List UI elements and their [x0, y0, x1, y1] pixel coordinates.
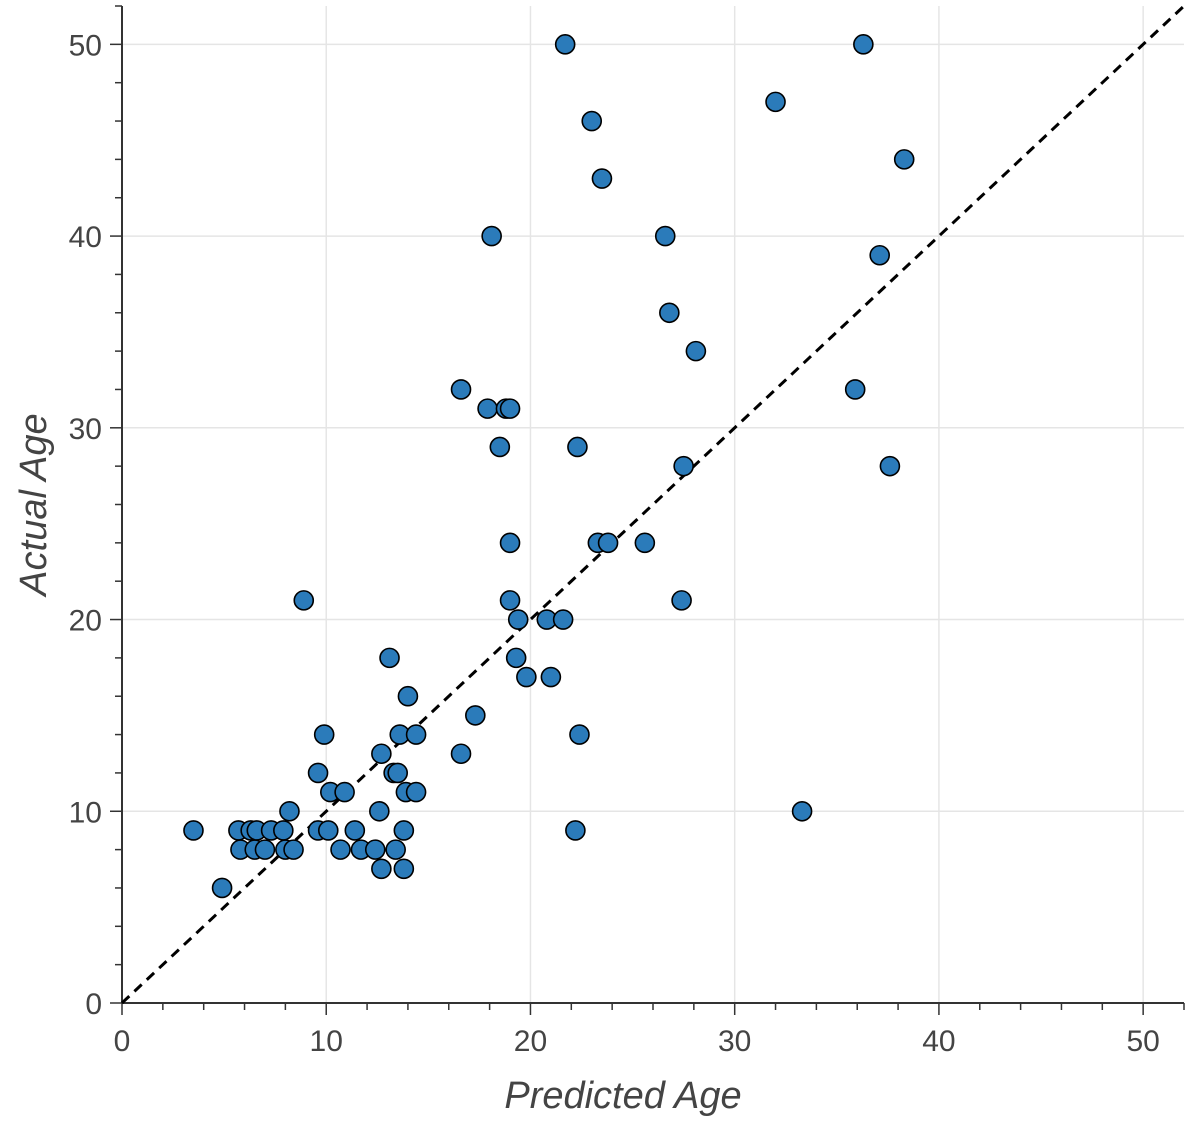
- data-point: [567, 436, 588, 458]
- x-tick-label: 50: [1126, 1025, 1159, 1058]
- data-point: [334, 781, 355, 803]
- data-point: [371, 743, 392, 765]
- data-point: [183, 820, 204, 841]
- data-point: [591, 168, 613, 189]
- data-point: [659, 302, 680, 324]
- y-tick-label: 40: [69, 221, 102, 254]
- data-point: [673, 455, 694, 477]
- data-point: [477, 398, 498, 419]
- data-point: [879, 455, 901, 477]
- data-point: [330, 839, 351, 860]
- data-point: [364, 839, 386, 860]
- reference-line: [120, 4, 1186, 1005]
- y-tick-label: 10: [69, 796, 102, 829]
- x-tick-label: 30: [718, 1025, 751, 1058]
- data-point: [371, 858, 392, 880]
- data-point: [685, 340, 707, 362]
- x-tick-label: 20: [514, 1025, 547, 1058]
- y-axis-title: Actual Age: [13, 413, 55, 597]
- data-point: [597, 532, 619, 554]
- data-point: [293, 590, 315, 611]
- data-point: [554, 34, 576, 55]
- data-point: [634, 532, 656, 554]
- data-point: [516, 666, 537, 688]
- data-point: [450, 743, 472, 765]
- data-point: [211, 877, 233, 899]
- tick-labels: 0 10 20 30 40 50 0 10 20 30 40 50: [69, 29, 1160, 1058]
- data-point: [507, 609, 529, 630]
- data-point: [307, 762, 329, 784]
- y-tick-label: 50: [69, 29, 102, 62]
- data-point: [379, 647, 400, 669]
- x-tick-label: 0: [114, 1025, 131, 1058]
- data-point: [869, 244, 890, 266]
- gridlines: [121, 6, 1184, 1004]
- y-tick-label: 20: [69, 605, 102, 638]
- x-tick-label: 10: [310, 1025, 343, 1058]
- data-point: [273, 820, 294, 841]
- data-point: [499, 398, 521, 419]
- data-point: [405, 781, 427, 803]
- y-tick-label: 0: [85, 988, 102, 1021]
- data-point: [853, 34, 874, 55]
- data-point: [385, 839, 406, 860]
- data-point: [765, 91, 786, 113]
- data-point: [505, 647, 527, 669]
- data-point: [465, 705, 486, 726]
- data-point: [654, 225, 676, 247]
- data-point: [387, 762, 409, 784]
- data-point: [499, 532, 521, 554]
- x-tick-label: 40: [922, 1025, 955, 1058]
- data-point: [844, 379, 866, 400]
- data-point: [552, 609, 574, 630]
- data-point: [481, 225, 502, 247]
- tick-marks: [110, 5, 1185, 1015]
- x-axis-title: Predicted Age: [504, 1075, 741, 1117]
- data-point: [283, 839, 304, 860]
- data-point: [313, 724, 335, 745]
- data-points: [183, 34, 915, 899]
- data-point: [393, 820, 415, 841]
- data-point: [671, 590, 692, 611]
- data-point: [405, 724, 427, 745]
- data-point: [489, 436, 511, 458]
- data-point: [499, 590, 521, 611]
- y-tick-label: 30: [69, 413, 102, 446]
- data-point: [893, 149, 915, 170]
- data-point: [279, 800, 300, 822]
- data-point: [369, 800, 390, 822]
- data-point: [791, 800, 813, 822]
- data-point: [317, 820, 339, 841]
- data-point: [581, 110, 603, 132]
- reference-line-group: [120, 4, 1186, 1005]
- data-point: [569, 724, 590, 745]
- data-point: [393, 858, 415, 880]
- data-point: [397, 685, 419, 707]
- data-point: [565, 820, 586, 841]
- data-point: [344, 820, 366, 841]
- data-point: [450, 379, 472, 400]
- data-point: [254, 839, 276, 860]
- data-point: [540, 666, 562, 688]
